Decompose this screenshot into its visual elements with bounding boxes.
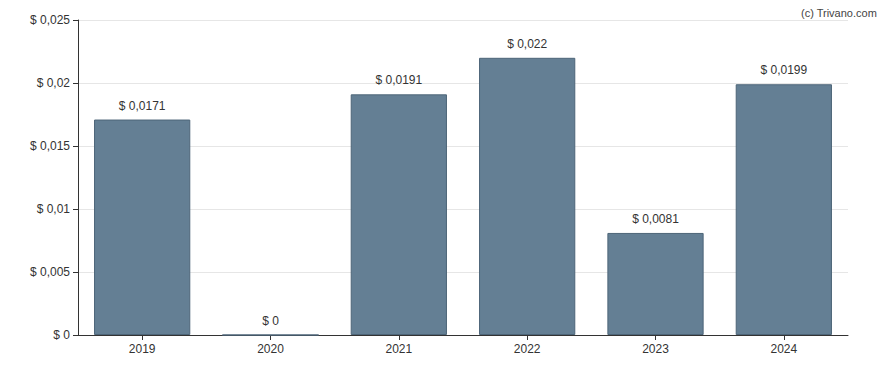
svg-text:$ 0,02: $ 0,02 (37, 76, 71, 90)
svg-text:$ 0,015: $ 0,015 (30, 139, 70, 153)
svg-text:$ 0: $ 0 (262, 314, 279, 328)
svg-text:2022: 2022 (514, 342, 541, 356)
svg-text:$ 0,0199: $ 0,0199 (760, 63, 807, 77)
svg-text:$ 0,0191: $ 0,0191 (375, 73, 422, 87)
svg-text:2023: 2023 (642, 342, 669, 356)
svg-text:(c) Trivano.com: (c) Trivano.com (801, 7, 877, 19)
svg-text:2019: 2019 (129, 342, 156, 356)
svg-text:2024: 2024 (770, 342, 797, 356)
svg-text:$ 0,0171: $ 0,0171 (119, 99, 166, 113)
svg-text:$ 0,025: $ 0,025 (30, 13, 70, 27)
svg-text:2020: 2020 (257, 342, 284, 356)
svg-text:2021: 2021 (385, 342, 412, 356)
svg-text:$ 0,0081: $ 0,0081 (632, 212, 679, 226)
svg-text:$ 0,01: $ 0,01 (37, 202, 71, 216)
svg-text:$ 0: $ 0 (53, 328, 70, 342)
svg-text:$ 0,022: $ 0,022 (507, 37, 547, 51)
svg-text:$ 0,005: $ 0,005 (30, 265, 70, 279)
